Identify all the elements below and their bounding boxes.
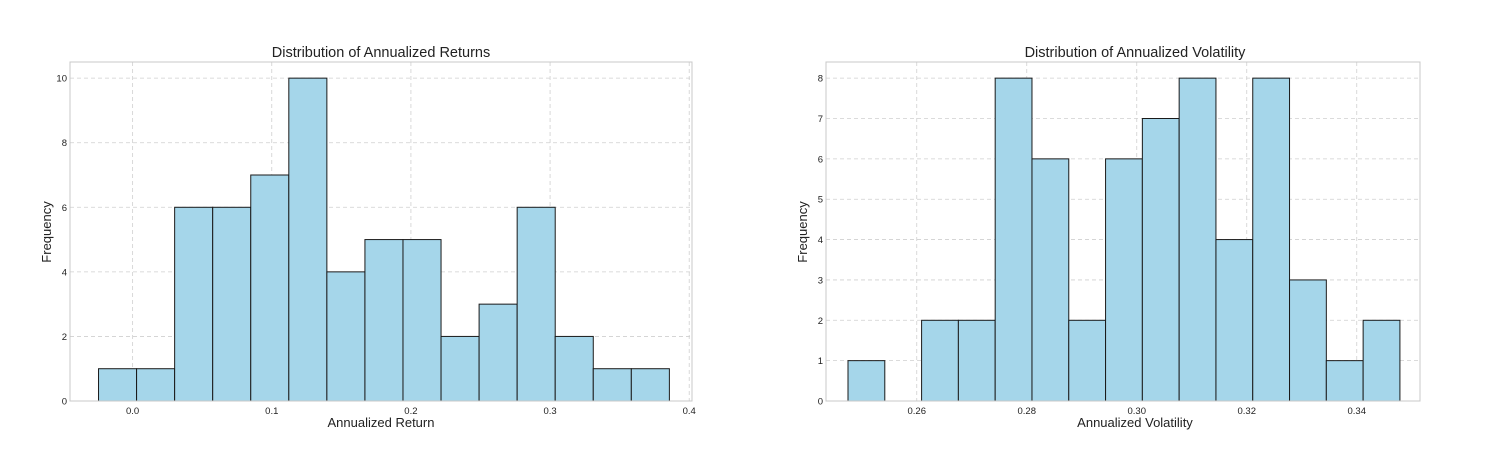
y-tick-label: 3	[818, 275, 823, 286]
y-tick-label: 5	[818, 195, 823, 206]
histogram-bar	[1252, 77, 1291, 402]
histogram-bar	[1105, 158, 1143, 402]
returns-histogram: Distribution of Annualized Returns Annua…	[39, 45, 696, 430]
bars	[847, 77, 1401, 402]
x-tick-label: 0.4	[683, 406, 696, 417]
x-tick-label: 0.26	[908, 406, 927, 417]
histogram-bar	[630, 368, 670, 402]
histogram-bar	[212, 206, 252, 402]
x-tick-label: 0.28	[1018, 406, 1037, 417]
y-tick-label: 6	[818, 154, 823, 165]
volatility-histogram: Distribution of Annualized Volatility An…	[795, 45, 1421, 430]
histogram-bar	[288, 77, 328, 402]
y-tick-label: 4	[62, 267, 67, 278]
y-tick-label: 8	[62, 138, 67, 149]
histogram-bar	[326, 271, 366, 402]
chart-title: Distribution of Annualized Returns	[272, 45, 490, 61]
histogram-bar	[402, 239, 442, 402]
tick-labels: 0.26 0.28 0.30 0.32 0.34 0 1 2 3 4 5 6 7 8	[818, 74, 1366, 417]
histogram-bar	[1362, 319, 1401, 402]
x-axis-label: Annualized Volatility	[1077, 415, 1193, 430]
histogram-bar	[1289, 279, 1327, 402]
histogram-bar	[440, 335, 480, 402]
y-tick-label: 0	[818, 397, 823, 408]
tick-labels: 0.0 0.1 0.2 0.3 0.4 0 2 4 6 8 10	[56, 74, 695, 417]
x-tick-label: 0.3	[543, 406, 556, 417]
y-tick-label: 6	[62, 203, 67, 214]
chart-title: Distribution of Annualized Volatility	[1025, 45, 1247, 61]
x-tick-label: 0.34	[1348, 406, 1367, 417]
histogram-bar	[1068, 319, 1107, 402]
y-axis-label: Frequency	[39, 201, 54, 263]
histogram-bar	[1215, 239, 1254, 402]
y-axis-label: Frequency	[795, 201, 810, 263]
histogram-bar	[1141, 118, 1180, 402]
y-tick-label: 7	[818, 114, 823, 125]
x-tick-label: 0.32	[1238, 406, 1257, 417]
y-tick-label: 4	[818, 235, 823, 246]
histogram-bar	[592, 368, 632, 402]
x-tick-label: 0.0	[126, 406, 139, 417]
y-tick-label: 8	[818, 74, 823, 85]
histogram-bar	[364, 239, 404, 402]
histogram-bar	[994, 77, 1033, 402]
histogram-bar	[136, 368, 176, 402]
histogram-bar	[516, 206, 556, 402]
histogram-bar	[478, 303, 518, 402]
plot-frame	[69, 61, 693, 402]
x-tick-label: 0.2	[404, 406, 417, 417]
y-tick-label: 1	[818, 356, 823, 367]
x-tick-label: 0.1	[265, 406, 278, 417]
plot-frame	[825, 61, 1421, 402]
histogram-bar	[847, 360, 886, 402]
histogram-bar	[250, 174, 290, 402]
histogram-bar	[957, 319, 996, 402]
histogram-bar	[554, 335, 594, 402]
histogram-bar	[174, 206, 214, 402]
bars	[98, 77, 670, 402]
y-tick-label: 2	[818, 316, 823, 327]
x-axis-label: Annualized Return	[328, 415, 435, 430]
histogram-bar	[98, 368, 138, 402]
histogram-bar	[1325, 360, 1364, 402]
x-tick-label: 0.30	[1128, 406, 1147, 417]
histogram-bar	[1178, 77, 1217, 402]
histogram-bar	[1031, 158, 1070, 402]
y-tick-label: 0	[62, 397, 67, 408]
y-tick-label: 2	[62, 332, 67, 343]
histogram-bar	[921, 319, 959, 402]
y-tick-label: 10	[56, 74, 67, 85]
